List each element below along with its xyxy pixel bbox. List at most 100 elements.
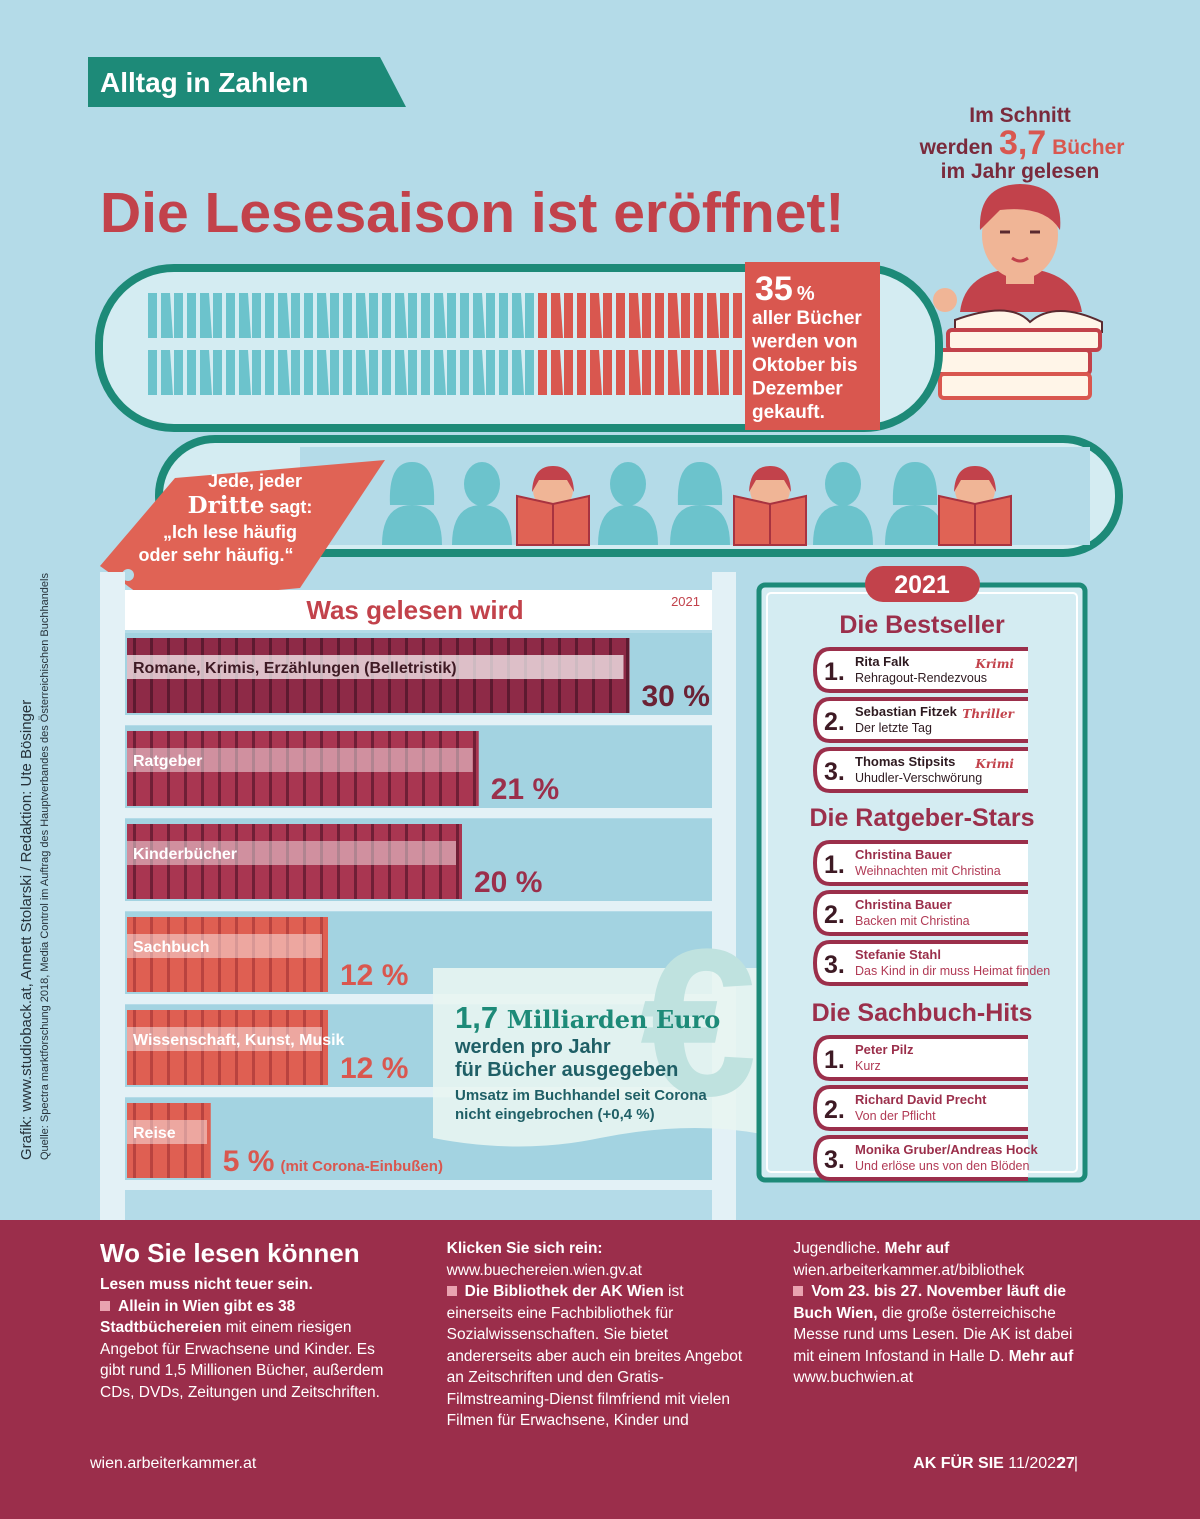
list-genre: Krimi [974, 757, 1014, 771]
average-post: Bücher [1052, 136, 1124, 159]
stripe [538, 293, 547, 338]
chart-year: 2021 [671, 594, 700, 609]
text-run: ist einerseits eine Fachbibliothek für S… [446, 1240, 885, 1429]
stripe [694, 350, 703, 395]
person-body [382, 505, 442, 545]
article-title: Wo Sie lesen können [100, 1238, 360, 1268]
person-body [885, 505, 945, 545]
list-book [812, 1085, 1028, 1131]
category-label: Kinderbücher [133, 846, 237, 863]
stripe [382, 350, 391, 395]
stripe [720, 293, 729, 338]
stripe [187, 350, 196, 395]
value-note: (mit Corona-Einbußen) [280, 1158, 442, 1175]
stripe [499, 350, 508, 395]
purchase-line: Dezember [752, 379, 843, 400]
list-rank: 3. [824, 758, 845, 786]
person-hair [389, 462, 435, 505]
footer: wien.arbeiterkammer.at AK FÜR SIE 11/202… [0, 1445, 1200, 1485]
stripe [551, 293, 563, 338]
shelf-board [125, 715, 712, 725]
stripe [707, 350, 719, 395]
label-band [127, 841, 456, 865]
purchase-line: werden von [751, 332, 858, 353]
stripe [330, 293, 339, 338]
stripe [317, 350, 329, 395]
stripe [356, 350, 368, 395]
label-band [127, 1027, 322, 1051]
person-hair [677, 462, 723, 505]
stripe [590, 350, 602, 395]
stripe [499, 293, 508, 338]
chart-title-box [125, 590, 712, 630]
list-work: Von der Pflicht [855, 1109, 936, 1123]
paragraph: Lesen muss nicht teuer sein. [100, 1274, 397, 1296]
value-label: 20 % [474, 866, 542, 899]
layer: Alltag in Zahlen Die Lesesaison ist eröf… [18, 57, 1124, 1220]
purchase-line: aller Bücher [752, 308, 862, 329]
stripe [187, 293, 196, 338]
stripe [616, 350, 625, 395]
paragraph: Vom 23. bis 27. November läuft die Buch … [793, 1281, 1090, 1389]
stripe [239, 350, 251, 395]
list-work: Rehragout-Rendezvous [855, 671, 987, 685]
stripe [733, 350, 742, 395]
category-label: Wissenschaft, Kunst, Musik [133, 1032, 345, 1049]
page-number: 27 [1057, 1455, 1075, 1472]
stripe [473, 293, 485, 338]
stripe [408, 350, 417, 395]
infographic: Alltag in Zahlen Die Lesesaison ist eröf… [18, 57, 1124, 1220]
issue: 11/2022 [1008, 1455, 1065, 1472]
stripe [148, 350, 157, 395]
list-book [812, 940, 1028, 986]
stripe [655, 350, 664, 395]
book-bar [127, 731, 479, 806]
purchase-line: Oktober bis [752, 355, 858, 376]
list-book [812, 840, 1028, 886]
list-author: Monika Gruber/Andreas Hock [855, 1142, 1039, 1157]
shelf-post [100, 572, 125, 1220]
value-label: 5 % [223, 1145, 275, 1178]
list-rank: 1. [824, 658, 845, 686]
reader-illustration [928, 184, 1103, 400]
text-run: Allein in Wien gibt es 38 Stadtbüchereie… [100, 1297, 296, 1337]
stripe [447, 293, 456, 338]
stripe [265, 350, 274, 395]
label-band [127, 1120, 207, 1144]
book-bar [127, 1103, 211, 1178]
stripe [512, 350, 524, 395]
stripe [343, 350, 352, 395]
stripe [525, 293, 534, 338]
stripe [265, 293, 274, 338]
purchase-box [745, 262, 880, 430]
year-badge [865, 566, 980, 602]
revenue-text: werden pro Jahr [454, 1036, 611, 1058]
stripe [668, 350, 680, 395]
list-author: Christina Bauer [855, 897, 952, 912]
text-run: Vom 23. bis 27. November läuft die Buch … [793, 1283, 1066, 1322]
stripe [707, 293, 719, 338]
stripe [694, 293, 703, 338]
text-run: Die Bibliothek der AK Wien [464, 1283, 664, 1300]
average-line: werden 3,7 Bücher [919, 124, 1125, 162]
text-run: die große österreichische Messe rund ums… [793, 1304, 1073, 1365]
stripe [408, 293, 417, 338]
list-rank: 3. [824, 1146, 845, 1174]
stripe [317, 293, 329, 338]
purchase-value-line: 35% [755, 270, 815, 308]
reader-hair [954, 466, 996, 492]
stripe [148, 293, 157, 338]
text-run: Mehr auf [1008, 1347, 1074, 1365]
list-book [812, 697, 1028, 743]
stripe [421, 350, 430, 395]
list-author: Richard David Precht [855, 1092, 987, 1107]
red-stripes [538, 293, 742, 395]
stripe [174, 293, 183, 338]
list-work: Weihnachten mit Christina [855, 864, 1001, 878]
label-band [127, 655, 624, 679]
text-run: www.buchwien.at [793, 1369, 914, 1386]
label-band [127, 934, 322, 958]
text-run: mit einem riesigen Angebot für Erwachsen… [100, 1319, 384, 1401]
stripe [603, 293, 612, 338]
stripe [304, 293, 313, 338]
